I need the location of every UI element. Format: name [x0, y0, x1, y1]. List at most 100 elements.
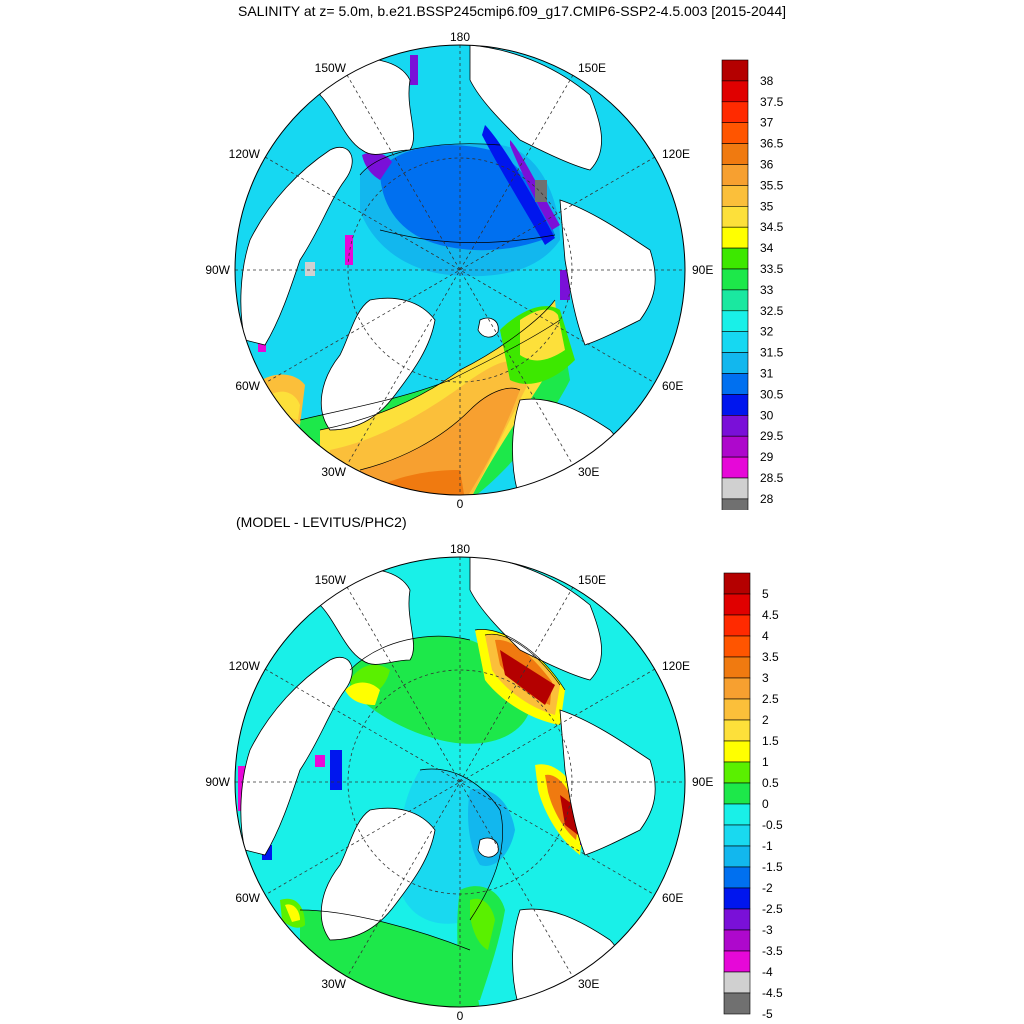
- colorbar-swatch: [721, 164, 749, 186]
- salinity-colorbar: 38 37.5 37 36.5 36 35.5 35 34.5 34 33.5 33 32.5 32 31…: [721, 59, 784, 510]
- colorbar-swatch: [723, 824, 751, 847]
- colorbar-tick-label: -2.5: [762, 902, 783, 916]
- salinity-map-panel: 180 0 90W 90E 150W 120W 150E 120E 60W 30…: [205, 30, 784, 510]
- colorbar-swatch: [721, 477, 749, 500]
- colorbar-swatch: [721, 456, 749, 479]
- lon-label-120e: 120E: [662, 659, 690, 673]
- colorbar-swatch: [721, 394, 749, 416]
- colorbar-tick-label: 34: [760, 241, 774, 255]
- lon-label-90w: 90W: [205, 775, 230, 789]
- colorbar-swatch: [721, 352, 749, 374]
- lon-label-60e: 60E: [662, 379, 683, 393]
- difference-subtitle: (MODEL - LEVITUS/PHC2): [236, 514, 407, 530]
- colorbar-swatch: [723, 887, 751, 910]
- colorbar-swatch: [723, 971, 751, 994]
- colorbar-swatch: [721, 414, 749, 437]
- colorbar-tick-label: 0: [762, 797, 769, 811]
- colorbar-swatch: [723, 992, 751, 1015]
- colorbar-swatch: [723, 572, 751, 595]
- colorbar-swatch: [721, 185, 749, 207]
- page-title: SALINITY at z= 5.0m, b.e21.BSSP245cmip6.…: [237, 3, 787, 19]
- colorbar-swatch: [723, 740, 751, 763]
- colorbar-tick-label: 33: [760, 283, 774, 297]
- lon-label-180: 180: [450, 542, 470, 556]
- lon-label-150w: 150W: [315, 61, 347, 75]
- colorbar-swatch: [721, 331, 749, 353]
- colorbar-tick-label: 37.5: [760, 95, 784, 109]
- lon-label-30e: 30E: [578, 465, 599, 479]
- graticule: [235, 557, 685, 1007]
- colorbar-tick-label: 3: [762, 671, 769, 685]
- lon-label-120e: 120E: [662, 147, 690, 161]
- colorbar-swatch: [723, 782, 751, 805]
- colorbar-tick-label: 29: [760, 450, 774, 464]
- colorbar-tick-label: 28.5: [760, 471, 784, 485]
- colorbar-tick-label: -1.5: [762, 860, 783, 874]
- colorbar-tick-label: 28: [760, 492, 774, 506]
- colorbar-tick-label: 36: [760, 158, 774, 172]
- lon-label-120w: 120W: [229, 147, 261, 161]
- colorbar-swatch: [723, 614, 751, 637]
- colorbar-swatch: [721, 143, 749, 165]
- lon-label-90w: 90W: [205, 263, 230, 277]
- colorbar-swatch: [721, 226, 749, 249]
- colorbar-tick-label: 3.5: [762, 650, 779, 664]
- lon-label-30w: 30W: [321, 465, 346, 479]
- colorbar-tick-label: 32: [760, 325, 774, 339]
- colorbar-tick-label: -5: [762, 1007, 773, 1021]
- colorbar-swatch: [721, 101, 749, 124]
- lon-label-150w: 150W: [315, 573, 347, 587]
- colorbar-swatch: [721, 373, 749, 395]
- colorbar-swatch: [723, 677, 751, 700]
- lon-label-60w: 60W: [235, 379, 260, 393]
- colorbar-tick-label: 1.5: [762, 734, 779, 748]
- colorbar-tick-label: 31: [760, 367, 774, 381]
- colorbar-tick-label: 4: [762, 629, 769, 643]
- colorbar-swatch: [721, 122, 749, 144]
- colorbar-swatch: [721, 498, 749, 510]
- colorbar-tick-label: -2: [762, 881, 773, 895]
- colorbar-swatch: [723, 698, 751, 721]
- colorbar-swatch: [723, 656, 751, 679]
- colorbar-swatch: [721, 435, 749, 458]
- lon-label-90e: 90E: [692, 263, 713, 277]
- colorbar-tick-label: 2.5: [762, 692, 779, 706]
- colorbar-tick-label: -3: [762, 923, 773, 937]
- colorbar-tick-label: 31.5: [760, 346, 784, 360]
- colorbar-tick-label: 30.5: [760, 387, 784, 401]
- colorbar-tick-label: -4.5: [762, 986, 783, 1000]
- colorbar-tick-label: -4: [762, 965, 773, 979]
- colorbar-tick-label: 37: [760, 116, 774, 130]
- colorbar-swatch: [723, 803, 751, 826]
- lon-label-0: 0: [457, 1009, 464, 1023]
- colorbar-swatch: [721, 59, 749, 82]
- lon-label-120w: 120W: [229, 659, 261, 673]
- colorbar-swatch: [723, 845, 751, 868]
- colorbar-tick-label: -3.5: [762, 944, 783, 958]
- lon-label-60w: 60W: [235, 891, 260, 905]
- colorbar-tick-label: -1: [762, 839, 773, 853]
- colorbar-swatch: [721, 206, 749, 228]
- lon-label-0: 0: [457, 497, 464, 510]
- graticule: [235, 45, 685, 495]
- colorbar-tick-label: -0.5: [762, 818, 783, 832]
- lon-label-150e: 150E: [578, 573, 606, 587]
- colorbar-tick-label: 30: [760, 408, 774, 422]
- lon-label-180: 180: [450, 30, 470, 44]
- colorbar-tick-label: 38: [760, 74, 774, 88]
- colorbar-tick-label: 4.5: [762, 608, 779, 622]
- colorbar-tick-label: 35: [760, 199, 774, 213]
- colorbar-swatch: [723, 593, 751, 616]
- colorbar-tick-label: 33.5: [760, 262, 784, 276]
- colorbar-swatch: [723, 866, 751, 889]
- colorbar-swatch: [723, 929, 751, 952]
- difference-map-panel: 180 0 90W 90E 150W 120W 150E 120E 60W 30…: [205, 542, 783, 1023]
- lon-label-90e: 90E: [692, 775, 713, 789]
- colorbar-tick-label: 36.5: [760, 137, 784, 151]
- colorbar-swatch: [721, 268, 749, 291]
- colorbar-tick-label: 1: [762, 755, 769, 769]
- difference-colorbar: 5 4.5 4 3.5 3 2.5 2 1.5 1 0.5 0 -0.5 -1 -1.5 -2 -2.5 -3 -…: [723, 572, 783, 1021]
- colorbar-swatch: [721, 289, 749, 312]
- colorbar-tick-label: 35.5: [760, 178, 784, 192]
- lon-label-30w: 30W: [321, 977, 346, 991]
